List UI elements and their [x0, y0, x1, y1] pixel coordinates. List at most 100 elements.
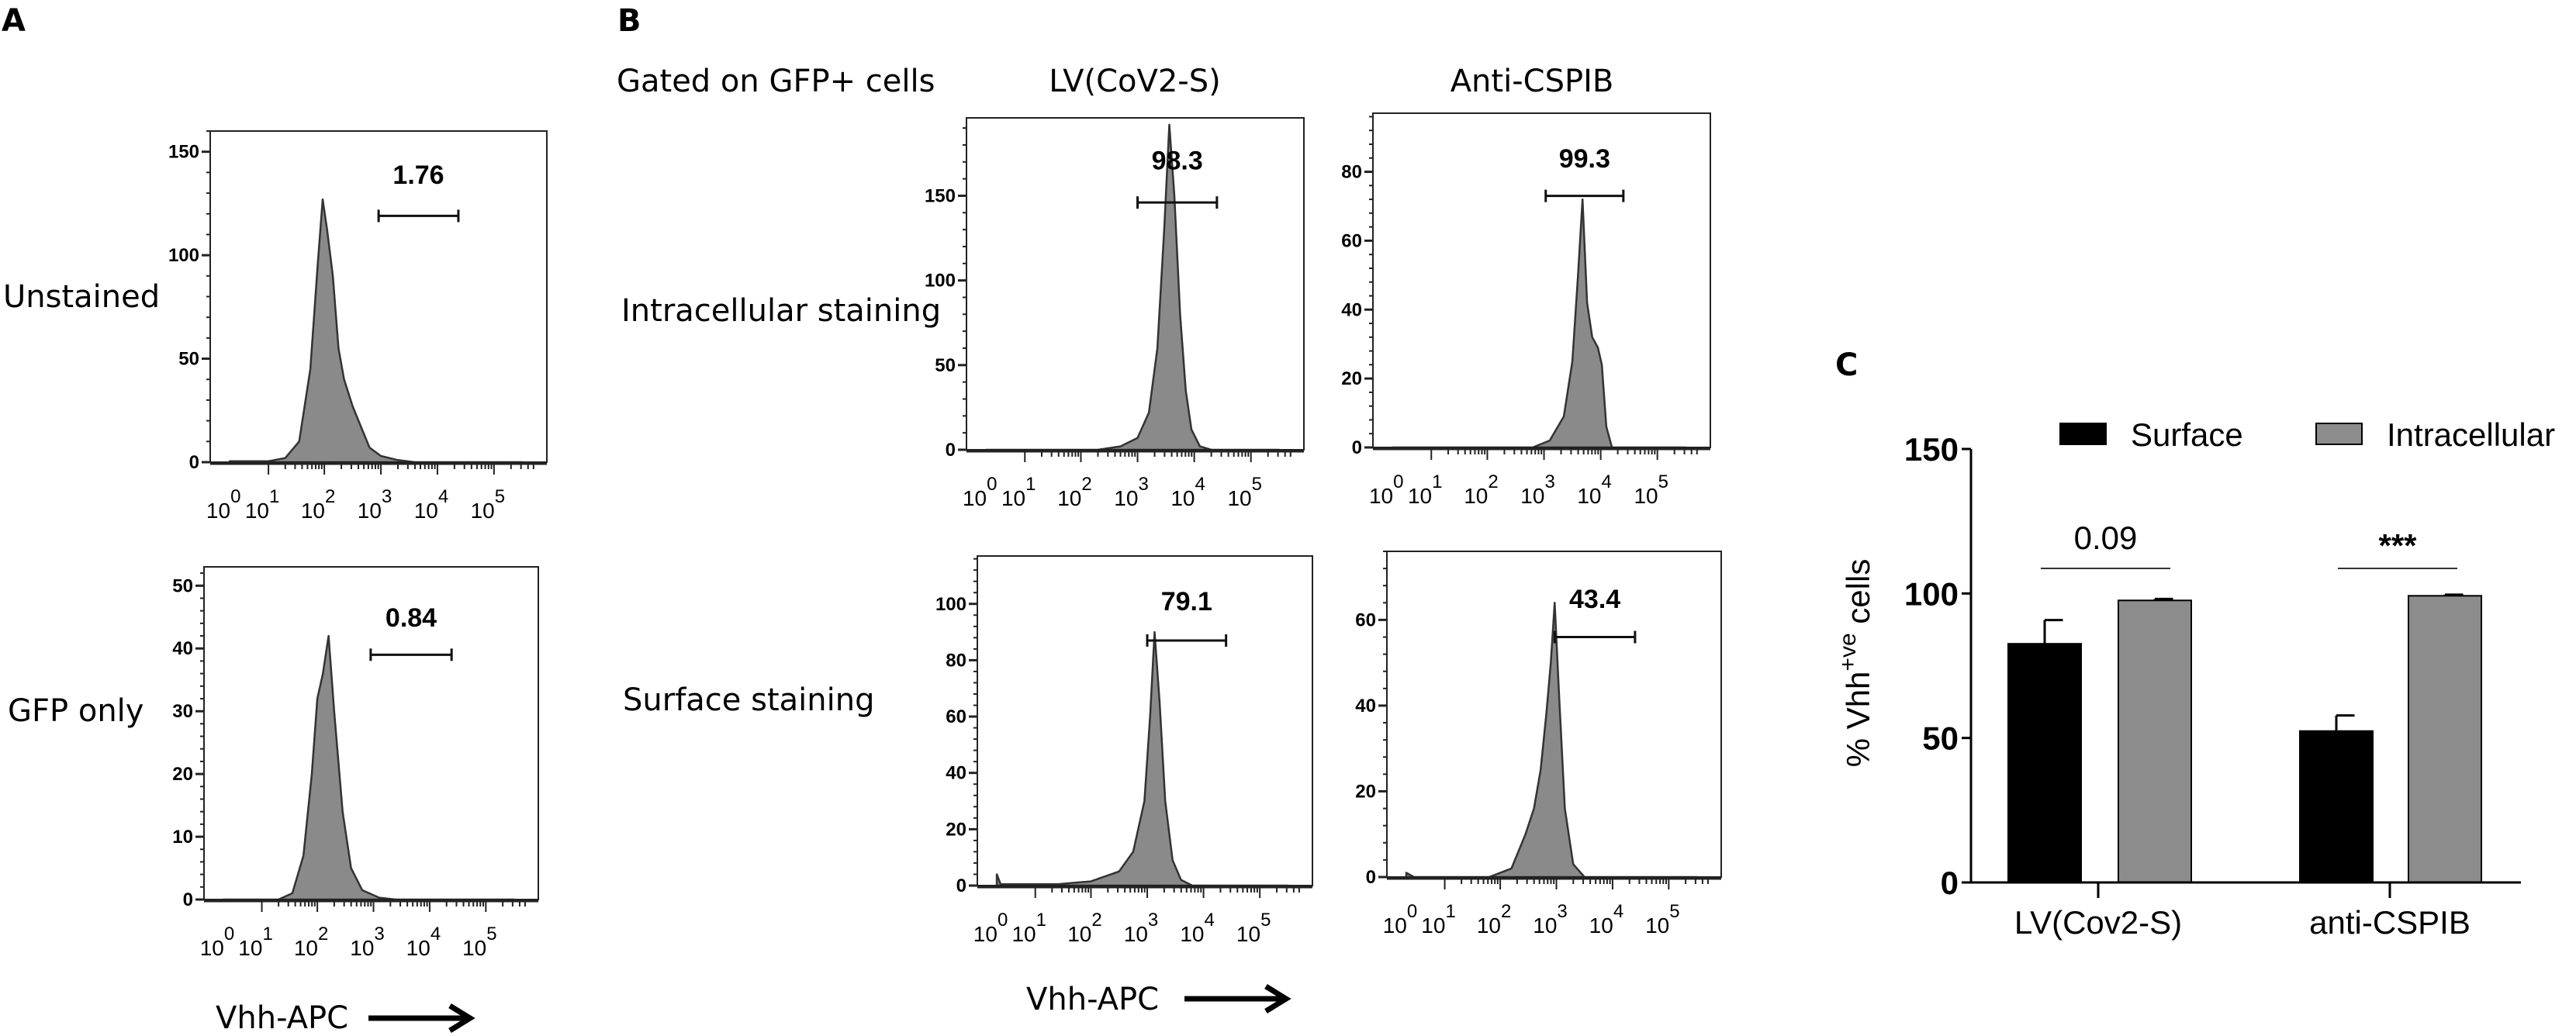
x-tick-label: 105: [1645, 901, 1680, 938]
x-tick-label: 103: [358, 486, 392, 523]
x-tick-label: 105: [471, 486, 506, 523]
panel-a-label: A: [2, 3, 26, 39]
legend-swatch-intracellular: [2315, 423, 2363, 445]
gate-percentage-label: 98.3: [1152, 147, 1203, 176]
plot-frame: [977, 555, 1313, 886]
x-tick-label: 105: [462, 924, 497, 960]
gate-marker: [1553, 630, 1637, 644]
y-tick-label: 80: [946, 650, 966, 671]
x-tick-label: 102: [1067, 910, 1102, 946]
x-tick-label: 104: [1589, 901, 1624, 938]
x-tick-label: 102: [1477, 901, 1512, 938]
y-tick-label: 30: [172, 701, 193, 722]
x-tick-label: 101: [1001, 474, 1036, 510]
y-tick-label: 150: [168, 142, 199, 163]
y-tick-label: 20: [172, 764, 193, 785]
x-category-label: anti-CSPIB: [2309, 904, 2471, 941]
significance-label: 0.09: [2074, 520, 2138, 556]
significance-label: ***: [2378, 527, 2417, 564]
plot-frame: [209, 130, 548, 463]
gate-marker: [1544, 189, 1625, 202]
x-tick-label: 103: [1520, 471, 1555, 508]
histogram-area: [1391, 198, 1687, 449]
x-tick-label: 102: [294, 924, 329, 960]
arrow-icon: [368, 1003, 475, 1033]
y-tick-label: 150: [925, 185, 956, 206]
row-label-surface: Surface staining: [623, 682, 874, 718]
plot-frame: [203, 566, 539, 900]
y-tick-label: 40: [946, 763, 966, 784]
y-tick-label: 50: [178, 349, 199, 370]
y-tick-label: 50: [935, 355, 956, 376]
y-tick-label: 50: [1922, 720, 1959, 757]
y-axis-label: % Vhh+ve cells: [1835, 559, 1876, 768]
x-tick-label: 104: [1180, 910, 1215, 946]
y-tick-label: 40: [172, 638, 193, 659]
x-tick-label: 100: [973, 910, 1008, 946]
row-label-gfp-only: GFP only: [8, 693, 143, 729]
histogram-area: [1405, 602, 1698, 879]
y-tick-label: 100: [168, 245, 199, 266]
x-tick-label: 100: [963, 474, 998, 510]
histogram-area: [222, 634, 515, 901]
bar-chart: 0 50 100 150 LV(Cov2-S) anti-CSPIB % Vhh+ve ce…: [1835, 416, 2555, 941]
x-tick-label: 101: [1011, 910, 1046, 946]
x-tick-label: 105: [1634, 471, 1668, 508]
panel-c-label: C: [1835, 347, 1858, 383]
gate-percentage-label: 1.76: [392, 161, 444, 190]
bar-surface: [2299, 730, 2374, 883]
x-tick-label: 104: [1170, 474, 1205, 510]
x-tick-label: 103: [1533, 901, 1568, 938]
y-tick-label: 50: [172, 575, 193, 596]
x-tick-label: 104: [1577, 471, 1612, 508]
y-tick-label: 40: [1355, 696, 1376, 717]
x-tick-label: 100: [1383, 901, 1418, 938]
bar-surface: [2007, 643, 2082, 883]
bar-intracellular: [2408, 595, 2482, 883]
x-tick-label: 104: [414, 486, 449, 523]
column-label-lv: LV(CoV2-S): [1049, 64, 1221, 99]
x-tick-label: 101: [1421, 901, 1456, 938]
legend-label: Intracellular: [2387, 416, 2555, 453]
x-tick-label: 101: [245, 486, 280, 523]
y-tick-label: 0: [183, 889, 193, 910]
gate-marker: [1146, 634, 1228, 647]
legend-swatch-surface: [2059, 423, 2107, 445]
x-tick-label: 101: [238, 924, 273, 960]
gate-percentage-label: 0.84: [386, 603, 437, 633]
y-tick-label: 40: [1341, 299, 1362, 320]
x-tick-label: 100: [200, 924, 235, 960]
y-tick-label: 20: [1341, 368, 1362, 389]
y-tick-label: 0: [956, 875, 966, 896]
y-tick-label: 150: [1904, 431, 1959, 468]
column-label-anti: Anti-CSPIB: [1451, 64, 1614, 99]
plot-frame: [966, 117, 1305, 451]
y-tick-label: 60: [946, 706, 966, 727]
gate-percentage-label: 99.3: [1559, 144, 1610, 174]
histogram-area: [228, 198, 524, 464]
x-tick-label: 102: [301, 486, 336, 523]
row-label-intracellular: Intracellular staining: [621, 293, 941, 329]
plot-frame: [1372, 112, 1711, 448]
y-tick-label: 20: [1355, 781, 1376, 802]
gated-label: Gated on GFP+ cells: [617, 64, 935, 99]
y-tick-label: 100: [935, 594, 966, 615]
x-tick-label: 100: [1369, 471, 1404, 508]
histogram-area: [995, 630, 1289, 887]
y-tick-label: 10: [172, 827, 193, 848]
legend-label: Surface: [2131, 416, 2243, 453]
x-tick-label: 102: [1057, 474, 1092, 510]
y-tick-label: 0: [189, 452, 199, 473]
x-tick-label: 103: [1114, 474, 1149, 510]
x-tick-label: 102: [1464, 471, 1499, 508]
y-tick-label: 100: [925, 271, 956, 292]
plot-frame: [1386, 551, 1722, 878]
y-tick-label: 20: [946, 819, 966, 840]
gate-marker: [1136, 196, 1219, 209]
y-tick-label: 0: [1352, 437, 1362, 458]
arrow-icon: [1184, 984, 1291, 1014]
